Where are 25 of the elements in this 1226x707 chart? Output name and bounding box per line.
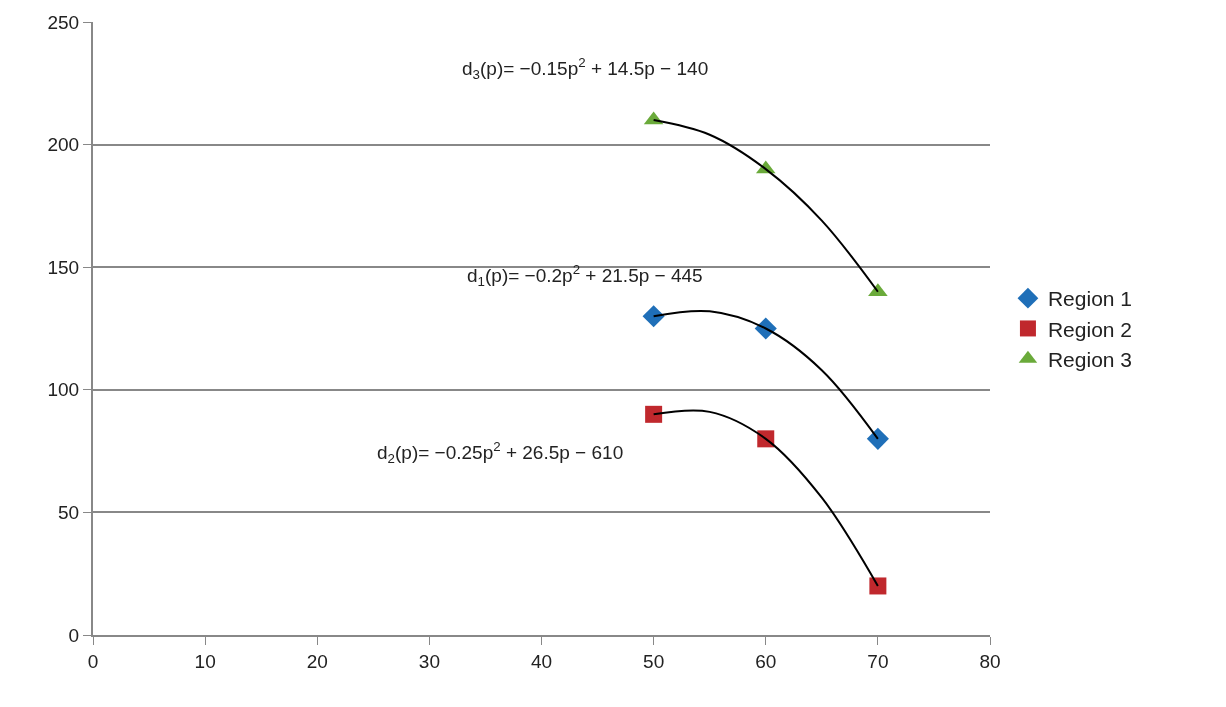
x-tick-label: 40 [530,650,553,672]
legend-label: Region 3 [1047,347,1132,371]
x-tick-label: 80 [979,650,1001,672]
x-tick-label: 0 [87,650,99,672]
y-tick-label: 0 [68,624,80,646]
point [869,577,887,595]
y-tick-label: 100 [47,379,80,401]
x-tick-label: 30 [418,650,440,672]
y-tick-label: 150 [47,256,80,278]
legend-label: Region 2 [1047,317,1132,341]
x-tick-label: 20 [306,650,328,672]
x-tick-label: 60 [755,650,777,672]
y-tick-label: 50 [58,502,80,524]
y-tick-label: 200 [47,134,80,156]
point [866,427,889,450]
y-tick-label: 250 [47,11,80,33]
x-tick-label: 10 [194,650,216,672]
annotation: d$_{1}$(p)= −0.2p$^{2}$ + 21.5p − 445 [467,262,703,289]
legend-label: Region 1 [1047,287,1132,311]
point [645,405,663,423]
x-tick-label: 70 [867,650,889,672]
x-tick-label: 50 [643,650,665,672]
point [642,305,665,328]
annotation: d$_{3}$(p)= −0.15p$^{2}$ + 14.5p − 140 [462,55,709,82]
annotation: d$_{2}$(p)= −0.25p$^{2}$ + 26.5p − 610 [377,439,624,466]
